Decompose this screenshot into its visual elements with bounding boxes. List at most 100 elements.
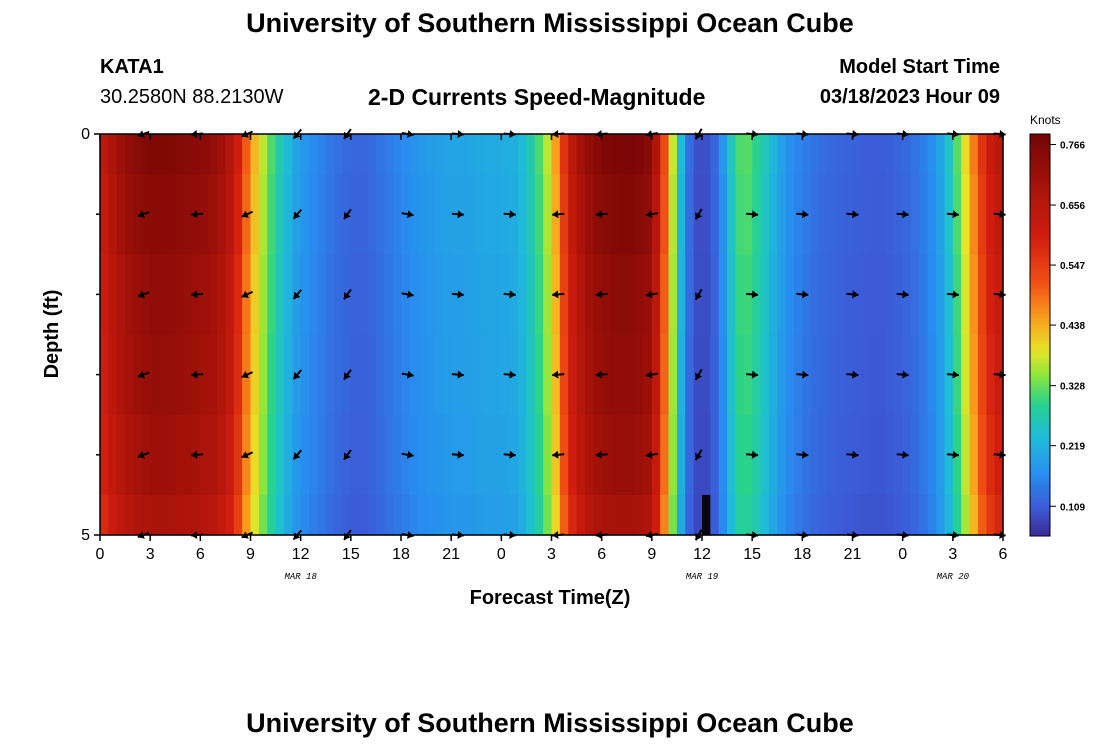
heatmap-cell: [108, 494, 118, 536]
heatmap-cell: [384, 254, 394, 336]
heatmap-cell: [676, 334, 686, 416]
arrow-head: [191, 370, 198, 379]
current-vector-arrow: [137, 451, 150, 459]
heatmap-cell: [434, 494, 444, 536]
heatmap-cell: [626, 174, 636, 255]
heatmap-cell: [250, 414, 260, 496]
heatmap-cell: [844, 494, 854, 536]
heatmap-cell: [543, 254, 553, 336]
arrow-head: [695, 452, 703, 460]
heatmap-cell: [710, 334, 720, 416]
heatmap-cell: [944, 494, 954, 536]
heatmap-cell: [283, 334, 293, 416]
current-vector-arrow: [190, 210, 204, 219]
current-vector-arrow: [552, 290, 565, 299]
heatmap-cell: [885, 174, 895, 255]
heatmap-cell: [233, 414, 243, 496]
heatmap-cell: [108, 134, 118, 175]
arrow-head: [407, 370, 414, 379]
heatmap-cell: [911, 334, 920, 416]
heatmap-cell: [718, 134, 728, 175]
heatmap-cell: [827, 174, 837, 255]
heatmap-cell: [509, 134, 519, 175]
current-vector-arrow: [401, 450, 414, 459]
arrow-head: [344, 372, 351, 380]
heatmap-cell: [359, 334, 369, 416]
heatmap-cell: [409, 254, 419, 336]
current-vector-arrow: [595, 370, 608, 379]
heatmap-cell: [534, 174, 544, 255]
heatmap-cell: [100, 414, 109, 496]
heatmap-cell: [208, 414, 218, 496]
heatmap-cell: [911, 134, 920, 175]
heatmap-cell: [860, 334, 870, 416]
heatmap-cell: [191, 134, 201, 175]
heatmap-cell: [492, 134, 502, 175]
arrow-head: [852, 210, 859, 219]
heatmap-cell: [467, 254, 477, 336]
heatmap-cell: [183, 134, 193, 175]
heatmap-cell: [158, 174, 168, 255]
current-vector-arrow: [796, 210, 809, 219]
heatmap-cell: [526, 134, 536, 175]
heatmap-cell: [300, 134, 310, 175]
heatmap-cell: [183, 494, 193, 536]
heatmap-cell: [325, 494, 335, 536]
heatmap-cell: [936, 414, 946, 496]
heatmap-cell: [300, 494, 310, 536]
heatmap-cell: [267, 134, 277, 175]
arrow-head: [645, 210, 653, 219]
heatmap-cell: [936, 254, 946, 336]
heatmap-cell: [869, 334, 879, 416]
heatmap-cell: [626, 254, 636, 336]
heatmap-cell: [141, 254, 151, 336]
heatmap-cell: [660, 334, 670, 416]
heatmap-cell: [576, 334, 586, 416]
arrow-head: [509, 450, 516, 459]
heatmap-cell: [810, 134, 820, 175]
heatmap-cell: [208, 134, 218, 175]
heatmap-cell: [350, 174, 360, 255]
heatmap-cell: [484, 494, 494, 536]
current-vector-arrow: [846, 370, 859, 379]
arrow-head: [695, 372, 703, 380]
x-tick-label: 0: [497, 546, 506, 563]
current-vector-arrow: [503, 450, 516, 459]
heatmap-cell: [610, 494, 619, 536]
heatmap-cell: [568, 334, 578, 416]
heatmap-cell: [392, 494, 402, 536]
heatmap-cell: [292, 494, 302, 536]
y-tick-label: 0: [81, 126, 90, 143]
current-vector-arrow: [451, 290, 464, 299]
heatmap-cell: [476, 254, 486, 336]
heatmap-cell: [342, 134, 352, 175]
current-vector-arrow: [694, 288, 703, 301]
heatmap-cell: [392, 254, 402, 336]
heatmap-cell: [718, 254, 728, 336]
heatmap-cell: [250, 134, 260, 175]
current-vector-arrow: [896, 370, 909, 379]
x-tick-label: 3: [146, 546, 155, 563]
heatmap-cell: [233, 134, 243, 175]
current-vector-arrow: [694, 368, 703, 381]
heatmap-cell: [125, 254, 135, 336]
current-vector-arrow: [292, 289, 302, 300]
heatmap-cell: [200, 494, 210, 536]
heatmap-cell: [643, 494, 653, 536]
x-tick-label: 15: [342, 546, 360, 563]
heatmap-cell: [777, 174, 787, 255]
heatmap-cell: [727, 494, 737, 536]
heatmap-cell: [150, 334, 160, 416]
heatmap-cell: [710, 134, 720, 175]
heatmap-cell: [860, 134, 870, 175]
current-vector-arrow: [645, 210, 658, 219]
heatmap-cell: [200, 254, 210, 336]
heatmap-cell: [752, 134, 762, 175]
heatmap-cell: [952, 494, 962, 536]
arrow-head: [407, 210, 414, 219]
date-label: MAR 19: [686, 572, 719, 582]
heatmap-cell: [217, 334, 227, 416]
heatmap-cell: [911, 494, 920, 536]
heatmap-cell: [200, 414, 210, 496]
heatmap-cell: [835, 254, 845, 336]
